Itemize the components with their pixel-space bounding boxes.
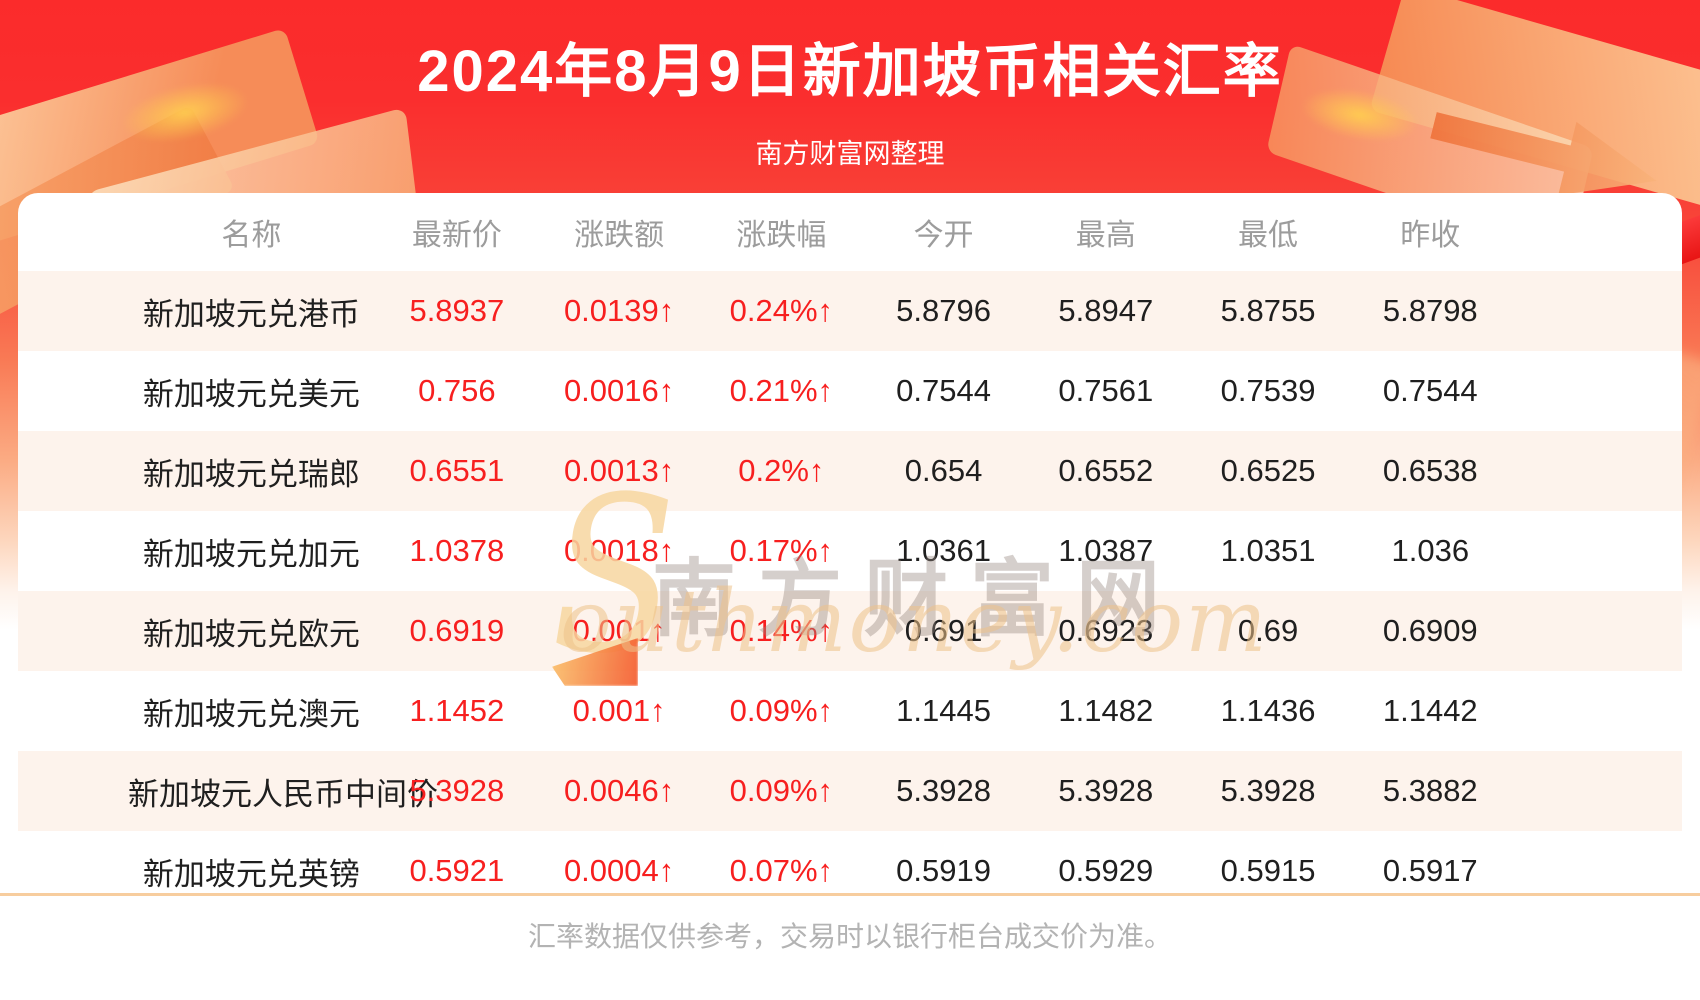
cell-change-percent: 0.2%↑ — [738, 453, 825, 488]
cell-open: 0.5919 — [896, 853, 991, 888]
cell-change-amount: 0.001↑ — [572, 693, 666, 728]
cell-high: 0.6552 — [1058, 453, 1154, 488]
cell-pair-name: 新加坡元兑英镑 — [142, 856, 360, 892]
cell-low: 5.8755 — [1220, 293, 1316, 328]
column-header-change-amount: 涨跌额 — [574, 219, 665, 252]
cell-change-amount: 0.001↑ — [572, 613, 666, 648]
cell-low: 0.69 — [1237, 613, 1299, 648]
page-title: 2024年8月9日新加坡币相关汇率 — [417, 39, 1283, 104]
cell-high: 1.1482 — [1058, 693, 1154, 728]
cell-open: 0.7544 — [896, 373, 991, 408]
cell-spacer — [1511, 591, 1682, 671]
cell-prev-close: 0.6538 — [1382, 453, 1478, 488]
cell-open: 1.1445 — [896, 693, 991, 728]
table-row-sgd-hkd: 新加坡元兑港币 5.8937 0.0139↑ 0.24%↑ 5.8796 5.8… — [18, 271, 1682, 351]
table-row-sgd-cad: 新加坡元兑加元 1.0378 0.0018↑ 0.17%↑ 1.0361 1.0… — [18, 511, 1682, 591]
table-row-sgd-chf: 新加坡元兑瑞郎 0.6551 0.0013↑ 0.2%↑ 0.654 0.655… — [18, 431, 1682, 511]
table-row-sgd-gbp: 新加坡元兑英镑 0.5921 0.0004↑ 0.07%↑ 0.5919 0.5… — [18, 831, 1682, 911]
cell-pair-name: 新加坡元兑美元 — [142, 376, 360, 412]
cell-prev-close: 0.6909 — [1382, 613, 1478, 648]
cell-spacer — [1511, 351, 1682, 431]
cell-latest-price: 0.756 — [418, 373, 496, 408]
column-header-prev-close: 昨收 — [1400, 219, 1461, 252]
cell-change-percent: 0.14%↑ — [729, 613, 834, 648]
cell-latest-price: 1.1452 — [409, 693, 505, 728]
cell-spacer — [1511, 431, 1682, 511]
cell-change-percent: 0.09%↑ — [729, 693, 834, 728]
cell-latest-price: 0.6919 — [409, 613, 505, 648]
cell-spacer — [1511, 751, 1682, 831]
column-header-name: 名称 — [221, 219, 282, 252]
cell-prev-close: 1.036 — [1391, 533, 1470, 568]
exchange-rates-table: 名称 最新价 涨跌额 涨跌幅 今开 最高 最低 昨收 新加坡元兑港币 5.893… — [18, 193, 1682, 911]
cell-low: 5.3928 — [1220, 773, 1316, 808]
cell-open: 5.8796 — [896, 293, 991, 328]
cell-change-amount: 0.0018↑ — [563, 533, 675, 568]
cell-change-amount: 0.0013↑ — [563, 453, 675, 488]
cell-open: 0.691 — [904, 613, 983, 648]
column-header-change-percent: 涨跌幅 — [736, 219, 827, 252]
column-header-spacer — [1511, 193, 1682, 271]
cell-open: 5.3928 — [896, 773, 991, 808]
cell-change-amount: 0.0046↑ — [563, 773, 675, 808]
cell-change-percent: 0.21%↑ — [729, 373, 834, 408]
cell-latest-price: 0.5921 — [409, 853, 505, 888]
cell-prev-close: 0.7544 — [1382, 373, 1478, 408]
cell-low: 0.7539 — [1220, 373, 1316, 408]
cell-high: 1.0387 — [1058, 533, 1154, 568]
rates-table-card: 名称 最新价 涨跌额 涨跌幅 今开 最高 最低 昨收 新加坡元兑港币 5.893… — [18, 193, 1682, 1000]
cell-prev-close: 5.8798 — [1382, 293, 1478, 328]
cell-change-percent: 0.17%↑ — [729, 533, 834, 568]
column-header-high: 最高 — [1075, 219, 1136, 252]
cell-low: 0.5915 — [1220, 853, 1316, 888]
table-row-sgd-cny-midpoint: 新加坡元人民币中间价 5.3928 0.0046↑ 0.09%↑ 5.3928 … — [18, 751, 1682, 831]
cell-pair-name: 新加坡元人民币中间价 — [128, 776, 438, 812]
cell-low: 0.6525 — [1220, 453, 1316, 488]
cell-change-amount: 0.0004↑ — [563, 853, 675, 888]
cell-spacer — [1511, 831, 1682, 911]
cell-pair-name: 新加坡元兑澳元 — [142, 696, 360, 732]
cell-pair-name: 新加坡元兑港币 — [142, 296, 360, 332]
cell-latest-price: 5.3928 — [409, 773, 505, 808]
column-header-open: 今开 — [913, 219, 974, 252]
cell-open: 0.654 — [904, 453, 983, 488]
cell-change-amount: 0.0139↑ — [563, 293, 675, 328]
column-header-low: 最低 — [1238, 219, 1299, 252]
table-row-sgd-aud: 新加坡元兑澳元 1.1452 0.001↑ 0.09%↑ 1.1445 1.14… — [18, 671, 1682, 751]
cell-high: 0.6923 — [1058, 613, 1154, 648]
cell-high: 0.5929 — [1058, 853, 1154, 888]
cell-change-amount: 0.0016↑ — [563, 373, 675, 408]
footer-divider — [0, 893, 1700, 896]
table-header-row: 名称 最新价 涨跌额 涨跌幅 今开 最高 最低 昨收 — [18, 193, 1682, 271]
cell-spacer — [1511, 671, 1682, 751]
cell-spacer — [1511, 511, 1682, 591]
cell-change-percent: 0.09%↑ — [729, 773, 834, 808]
cell-change-percent: 0.24%↑ — [729, 293, 834, 328]
cell-change-percent: 0.07%↑ — [729, 853, 834, 888]
page-header: 2024年8月9日新加坡币相关汇率 南方财富网整理 — [0, 0, 1700, 171]
page-subtitle: 南方财富网整理 — [755, 139, 945, 169]
cell-spacer — [1511, 271, 1682, 351]
column-header-latest-price: 最新价 — [411, 219, 502, 252]
cell-latest-price: 5.8937 — [409, 293, 505, 328]
cell-low: 1.0351 — [1220, 533, 1316, 568]
table-row-sgd-usd: 新加坡元兑美元 0.756 0.0016↑ 0.21%↑ 0.7544 0.75… — [18, 351, 1682, 431]
footer-disclaimer: 汇率数据仅供参考，交易时以银行柜台成交价为准。 — [527, 921, 1172, 952]
cell-prev-close: 1.1442 — [1382, 693, 1478, 728]
cell-low: 1.1436 — [1220, 693, 1316, 728]
cell-high: 0.7561 — [1058, 373, 1154, 408]
cell-latest-price: 0.6551 — [409, 453, 505, 488]
cell-latest-price: 1.0378 — [409, 533, 505, 568]
cell-prev-close: 0.5917 — [1382, 853, 1478, 888]
cell-pair-name: 新加坡元兑欧元 — [142, 616, 360, 652]
cell-prev-close: 5.3882 — [1382, 773, 1478, 808]
cell-high: 5.3928 — [1058, 773, 1154, 808]
table-row-sgd-eur: 新加坡元兑欧元 0.6919 0.001↑ 0.14%↑ 0.691 0.692… — [18, 591, 1682, 671]
cell-open: 1.0361 — [896, 533, 991, 568]
cell-pair-name: 新加坡元兑瑞郎 — [142, 456, 360, 492]
cell-high: 5.8947 — [1058, 293, 1154, 328]
cell-pair-name: 新加坡元兑加元 — [142, 536, 360, 572]
